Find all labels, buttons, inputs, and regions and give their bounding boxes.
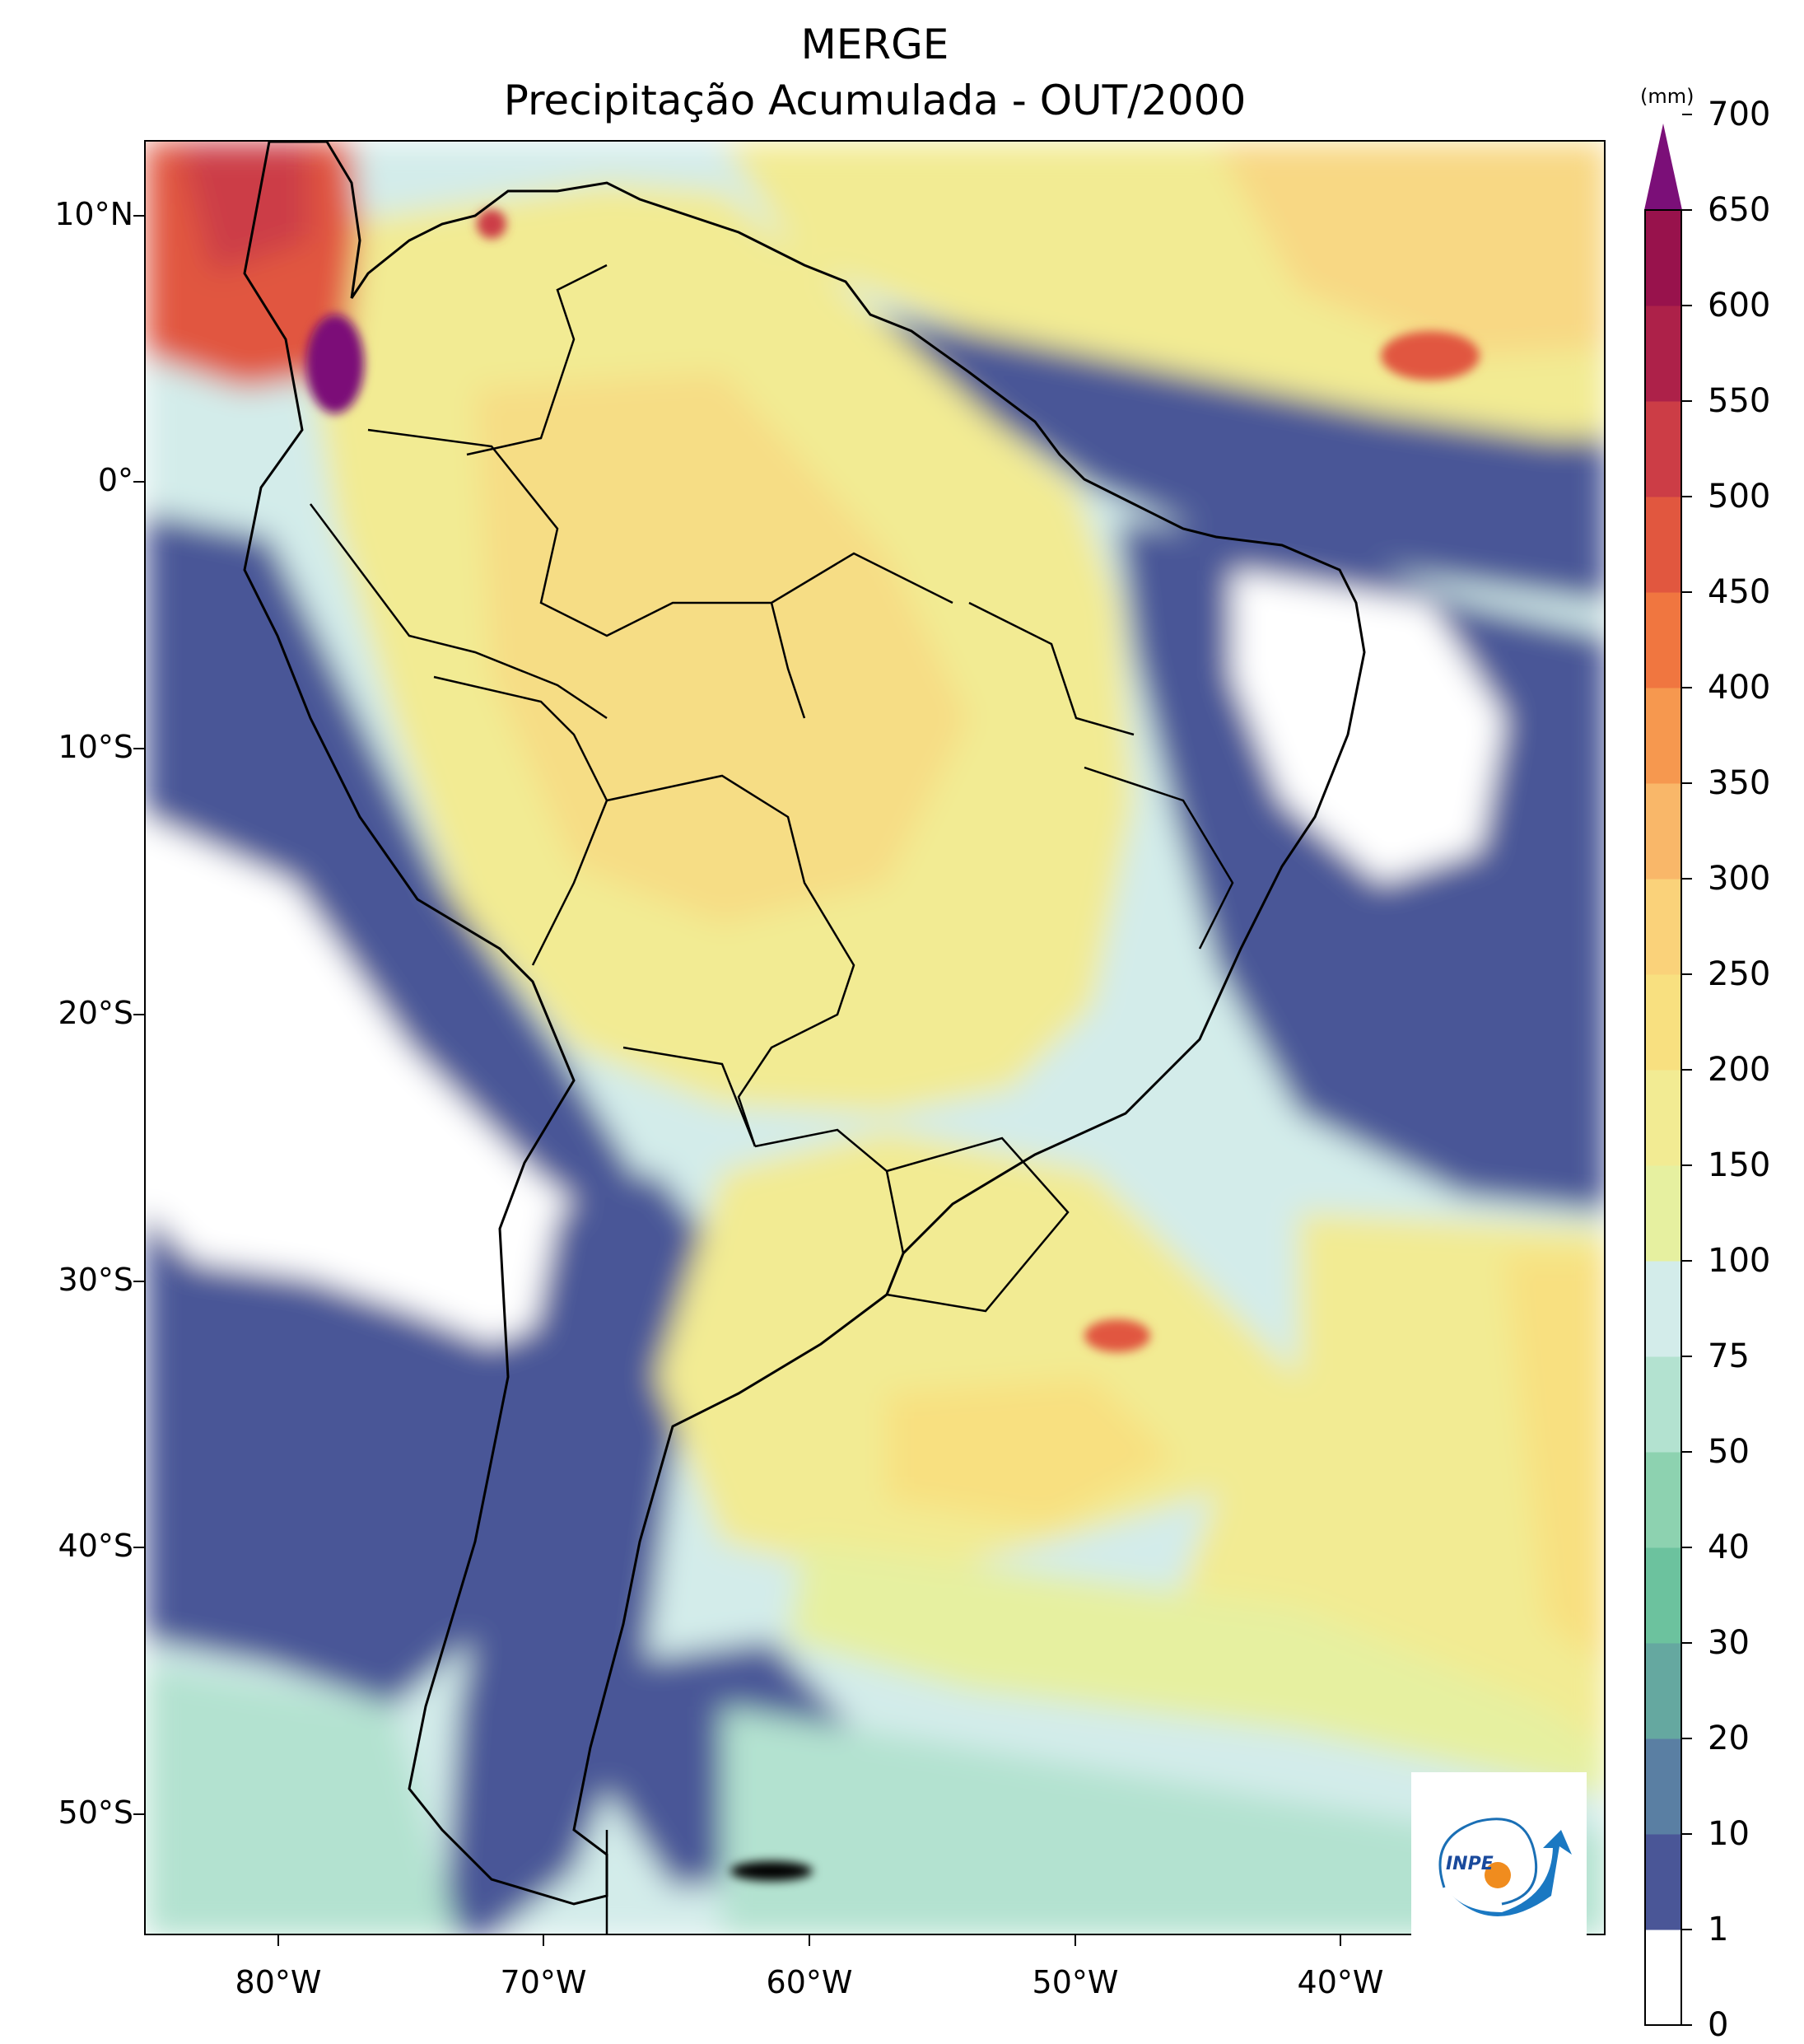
colorbar-label-400: 400 xyxy=(1708,669,1771,707)
colorbar-tick xyxy=(1682,2024,1692,2026)
colorbar-label-10: 10 xyxy=(1708,1815,1750,1853)
colorbar-tick xyxy=(1682,1356,1692,1357)
map-subtitle: Precipitação Acumulada - OUT/2000 xyxy=(503,77,1247,124)
precipitation-detail xyxy=(306,209,1480,1881)
lon-label-50w: 50°W xyxy=(1032,1964,1119,2000)
colorbar-tick xyxy=(1682,496,1692,497)
colorbar-segment-13 xyxy=(1644,688,1682,784)
colorbar-segment-11 xyxy=(1644,879,1682,975)
lat-label-20s: 20°S xyxy=(58,995,133,1031)
lon-label-40w: 40°W xyxy=(1297,1964,1384,2000)
colorbar-segment-3 xyxy=(1644,1643,1682,1739)
colorbar-tick xyxy=(1682,782,1692,784)
inpe-logo-text: INPE xyxy=(1446,1854,1494,1874)
colorbar-segment-14 xyxy=(1644,592,1682,688)
colorbar-segment-15 xyxy=(1644,497,1682,593)
lat-label-10n: 10°N xyxy=(54,196,133,232)
colorbar-tick xyxy=(1682,400,1692,402)
colorbar-label-50: 50 xyxy=(1708,1433,1750,1471)
colorbar-tick xyxy=(1682,878,1692,880)
colorbar-tick xyxy=(1682,1833,1692,1835)
colorbar-tick xyxy=(1682,1929,1692,1930)
colorbar-label-300: 300 xyxy=(1708,860,1771,898)
colorbar-label-40: 40 xyxy=(1708,1528,1750,1566)
colorbar-tick xyxy=(1682,687,1692,688)
colorbar-label-450: 450 xyxy=(1708,573,1771,611)
colorbar-segment-17 xyxy=(1644,306,1682,402)
precipitation-shading xyxy=(146,142,1604,1934)
colorbar-label-75: 75 xyxy=(1708,1337,1750,1375)
colorbar-extend-arrow xyxy=(1644,124,1682,210)
colorbar-tick xyxy=(1682,1451,1692,1453)
colorbar-segment-16 xyxy=(1644,401,1682,497)
colorbar-label-150: 150 xyxy=(1708,1146,1771,1184)
colorbar-tick xyxy=(1682,973,1692,975)
inpe-logo: INPE xyxy=(1411,1772,1587,1945)
lat-label-50s: 50°S xyxy=(58,1794,133,1831)
colorbar-segment-2 xyxy=(1644,1738,1682,1835)
colorbar-segment-18 xyxy=(1644,210,1682,306)
colorbar-segment-12 xyxy=(1644,783,1682,880)
colorbar-label-30: 30 xyxy=(1708,1624,1750,1662)
colorbar-tick xyxy=(1682,591,1692,593)
colorbar-label-600: 600 xyxy=(1708,287,1771,324)
colorbar-label-700: 700 xyxy=(1708,96,1771,133)
country-borders xyxy=(310,264,1234,1934)
colorbar-tick xyxy=(1682,114,1692,115)
colorbar-segment-10 xyxy=(1644,974,1682,1071)
map-title: MERGE xyxy=(800,21,949,68)
colorbar-label-350: 350 xyxy=(1708,764,1771,802)
colorbar xyxy=(1644,124,1682,2026)
colorbar-label-200: 200 xyxy=(1708,1051,1771,1089)
colorbar-segment-9 xyxy=(1644,1070,1682,1166)
colorbar-label-650: 650 xyxy=(1708,191,1771,229)
colorbar-label-100: 100 xyxy=(1708,1242,1771,1280)
lat-label-30s: 30°S xyxy=(58,1262,133,1298)
colorbar-label-0: 0 xyxy=(1708,2006,1729,2044)
colorbar-label-250: 250 xyxy=(1708,955,1771,993)
colorbar-segment-8 xyxy=(1644,1165,1682,1262)
colorbar-tick xyxy=(1682,1260,1692,1262)
colorbar-segment-7 xyxy=(1644,1261,1682,1357)
lon-label-70w: 70°W xyxy=(500,1964,587,2000)
colorbar-tick xyxy=(1682,1642,1692,1644)
colorbar-unit: (mm) xyxy=(1640,85,1694,108)
colorbar-label-500: 500 xyxy=(1708,478,1771,516)
colorbar-tick xyxy=(1682,1547,1692,1548)
colorbar-label-20: 20 xyxy=(1708,1720,1750,1757)
inpe-logo-graphic: INPE xyxy=(1438,1818,1572,1916)
colorbar-segment-0 xyxy=(1644,1930,1682,2026)
colorbar-segment-4 xyxy=(1644,1547,1682,1644)
colorbar-label-550: 550 xyxy=(1708,382,1771,420)
colorbar-segment-1 xyxy=(1644,1834,1682,1930)
colorbar-tick xyxy=(1682,1738,1692,1739)
lon-label-60w: 60°W xyxy=(766,1964,853,2000)
colorbar-tick xyxy=(1682,209,1692,211)
lat-label-10s: 10°S xyxy=(58,729,133,765)
colorbar-segment-6 xyxy=(1644,1356,1682,1453)
colorbar-tick xyxy=(1682,1164,1692,1166)
colorbar-segment-5 xyxy=(1644,1452,1682,1548)
colorbar-tick xyxy=(1682,305,1692,306)
colorbar-label-1: 1 xyxy=(1708,1911,1729,1948)
lat-label-0: 0° xyxy=(97,462,133,498)
precipitation-field xyxy=(146,142,1604,1934)
lon-label-80w: 80°W xyxy=(235,1964,322,2000)
colorbar-tick xyxy=(1682,1069,1692,1071)
lat-label-40s: 40°S xyxy=(58,1528,133,1564)
south-america-coastline xyxy=(243,142,1366,1906)
precipitation-map xyxy=(144,140,1606,1935)
